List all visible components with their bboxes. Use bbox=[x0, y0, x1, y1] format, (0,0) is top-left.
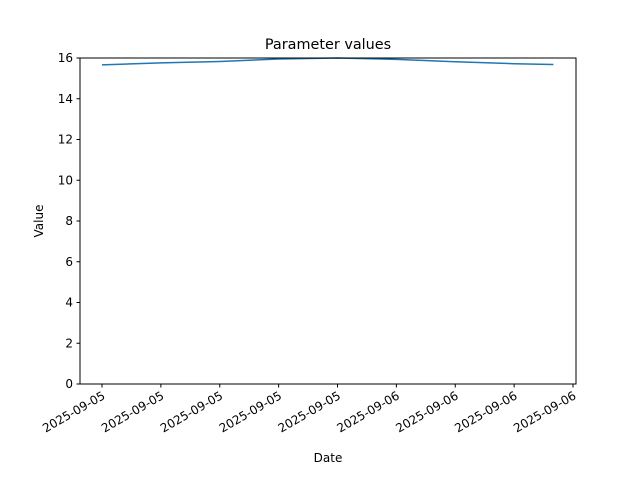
x-tick-label: 2025-09-05 bbox=[276, 388, 343, 435]
x-axis-label: Date bbox=[314, 451, 343, 465]
y-axis-label: Value bbox=[32, 205, 46, 238]
x-tick-label: 2025-09-06 bbox=[452, 388, 519, 435]
y-tick-label: 8 bbox=[65, 214, 73, 228]
y-axis: 0 2 4 6 8 10 12 14 16 bbox=[58, 51, 80, 391]
x-tick-label: 2025-09-05 bbox=[99, 388, 166, 435]
x-axis: 2025-09-052025-09-052025-09-052025-09-05… bbox=[40, 384, 579, 435]
x-tick-label: 2025-09-06 bbox=[511, 388, 578, 435]
y-tick-label: 16 bbox=[58, 51, 73, 65]
x-tick-label: 2025-09-05 bbox=[40, 388, 107, 435]
y-tick-label: 6 bbox=[65, 255, 73, 269]
x-tick-label: 2025-09-05 bbox=[217, 388, 284, 435]
x-tick-label: 2025-09-06 bbox=[393, 388, 460, 435]
y-tick-label: 10 bbox=[58, 173, 73, 187]
series-layer bbox=[101, 57, 554, 66]
series-line bbox=[101, 57, 554, 66]
y-tick-label: 2 bbox=[65, 336, 73, 350]
y-tick-label: 0 bbox=[65, 377, 73, 391]
chart-title: Parameter values bbox=[265, 37, 391, 53]
y-tick-label: 4 bbox=[65, 296, 73, 310]
y-tick-label: 14 bbox=[58, 92, 73, 106]
x-tick-label: 2025-09-05 bbox=[158, 388, 225, 435]
y-tick-label: 12 bbox=[58, 133, 73, 147]
x-tick-label: 2025-09-06 bbox=[334, 388, 401, 435]
plot-frame bbox=[79, 57, 577, 385]
